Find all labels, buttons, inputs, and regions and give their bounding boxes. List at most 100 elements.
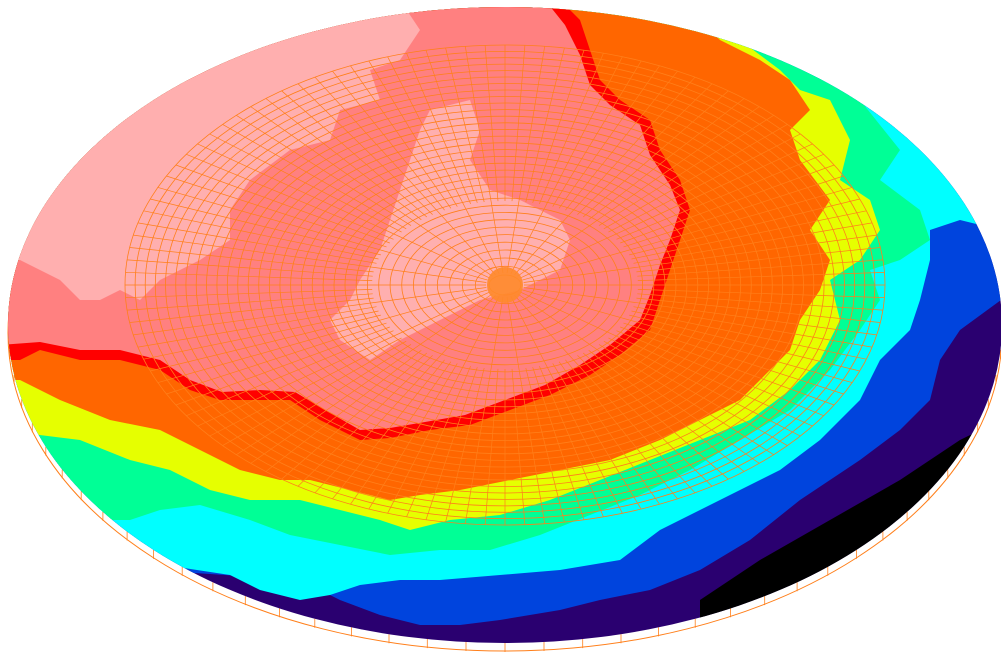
mesh-spoke <box>137 222 377 264</box>
mesh-spoke <box>265 350 422 472</box>
mesh-spoke <box>406 365 471 517</box>
mesh-spoke <box>314 76 496 275</box>
mesh-spoke <box>620 164 835 244</box>
mesh-spoke <box>552 60 642 207</box>
mesh-spoke <box>387 56 500 274</box>
mesh-spoke <box>552 363 642 510</box>
mesh-spoke <box>125 272 373 281</box>
mesh-spoke <box>133 234 487 283</box>
mesh-spoke <box>598 344 774 455</box>
mesh-spoke <box>143 310 379 360</box>
mesh-spoke <box>484 368 499 525</box>
mesh-spoke <box>522 187 853 281</box>
mesh-spoke <box>250 293 493 464</box>
mesh-spoke <box>250 106 493 277</box>
mesh-spoke <box>186 153 394 240</box>
mesh-spoke <box>525 47 565 203</box>
mesh-spoke <box>137 306 377 348</box>
mesh-spoke <box>222 340 407 446</box>
finite-element-mesh <box>124 44 886 526</box>
mesh-spoke <box>520 291 813 427</box>
band-pink-inner <box>330 100 570 360</box>
mesh-spoke <box>608 337 801 437</box>
mesh-spoke <box>175 164 390 244</box>
mesh-spoke <box>637 293 883 311</box>
mesh-spoke <box>133 287 487 336</box>
mesh-spoke <box>636 247 881 273</box>
mesh-spoke <box>281 90 428 218</box>
mesh-spoke <box>517 293 760 464</box>
mesh-spoke <box>608 133 801 233</box>
mesh-spoke <box>623 175 844 248</box>
mesh-spoke <box>150 314 381 372</box>
mesh-spoke <box>281 352 428 480</box>
mesh-spoke <box>565 70 678 211</box>
mesh-spoke <box>157 289 488 383</box>
mesh-spoke <box>406 53 471 205</box>
mesh-spoke <box>464 296 504 524</box>
mesh-spoke <box>265 98 422 220</box>
mesh-spoke <box>588 350 745 472</box>
mesh-center-hub <box>487 267 523 303</box>
mesh-spoke <box>236 344 412 455</box>
mesh-spoke <box>186 330 394 417</box>
mesh-spoke <box>623 322 844 395</box>
mesh-spoke <box>598 115 774 226</box>
mesh-spoke <box>588 98 745 220</box>
mesh-spoke <box>616 330 824 417</box>
mesh-spoke <box>636 297 881 323</box>
mesh-spoke <box>150 198 381 256</box>
mesh-spoke <box>129 297 374 323</box>
mesh-spoke <box>603 124 788 230</box>
mesh-spoke <box>236 115 412 226</box>
mesh-spoke <box>425 367 478 520</box>
mesh-spoke <box>129 247 374 273</box>
mesh-spoke <box>127 293 373 311</box>
mesh-spoke <box>629 314 860 372</box>
mesh-spoke <box>629 198 860 256</box>
mesh-spoke <box>522 289 853 383</box>
mesh-spoke <box>297 355 433 487</box>
mesh-spoke <box>510 56 623 274</box>
mesh-spoke <box>127 259 373 277</box>
mesh-spoke <box>514 76 696 275</box>
mesh-spoke <box>445 367 485 523</box>
mesh-spoke <box>565 359 678 500</box>
mesh-spoke <box>633 306 873 348</box>
mesh-spoke <box>387 296 500 514</box>
mesh-spoke <box>532 367 585 520</box>
mesh-spoke <box>603 340 788 446</box>
mesh-spoke <box>637 259 883 277</box>
mesh-spoke <box>350 361 452 505</box>
mesh-spoke <box>506 46 546 274</box>
mesh-spoke <box>209 337 402 437</box>
mesh-spoke <box>157 187 488 281</box>
mesh-spoke <box>175 326 390 406</box>
mesh-spoke <box>577 355 713 487</box>
mesh-spoke <box>332 359 445 500</box>
mesh-spoke <box>577 83 713 215</box>
mesh-spoke <box>637 289 885 298</box>
mesh-spoke <box>197 291 490 427</box>
mesh-spoke <box>633 222 873 264</box>
mesh-spoke <box>197 143 490 279</box>
mesh-spoke <box>520 143 813 279</box>
mesh-spoke <box>558 361 660 505</box>
mesh-spoke <box>368 60 458 207</box>
mesh-spoke <box>539 365 604 517</box>
mesh-spoke <box>332 70 445 211</box>
mesh-spoke <box>532 50 585 203</box>
mesh-spoke <box>637 272 885 281</box>
mesh-spoke <box>350 65 452 209</box>
mesh-spoke <box>517 106 760 277</box>
mesh-spoke <box>314 295 496 494</box>
mesh-spoke <box>368 363 458 510</box>
mesh-spoke <box>506 296 546 524</box>
mesh-spoke <box>616 153 824 240</box>
mesh-spoke <box>425 50 478 203</box>
mesh-spoke <box>511 368 526 525</box>
mesh-spoke <box>582 90 729 218</box>
mesh-spoke <box>631 310 867 360</box>
